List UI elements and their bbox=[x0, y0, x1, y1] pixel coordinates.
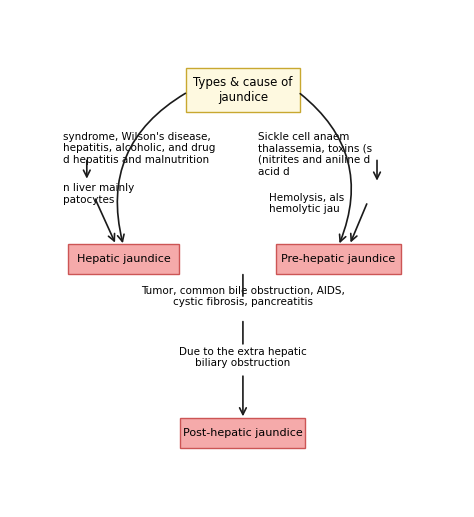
FancyBboxPatch shape bbox=[181, 418, 305, 448]
Text: n liver mainly
patocytes: n liver mainly patocytes bbox=[63, 184, 134, 205]
FancyArrowPatch shape bbox=[239, 376, 246, 415]
FancyBboxPatch shape bbox=[68, 244, 179, 274]
FancyArrowPatch shape bbox=[83, 160, 90, 177]
FancyArrowPatch shape bbox=[117, 93, 185, 241]
Text: Types & cause of
jaundice: Types & cause of jaundice bbox=[193, 76, 292, 104]
FancyArrowPatch shape bbox=[95, 199, 115, 241]
Text: Sickle cell anaem
thalassemia, toxins (s
(nitrites and aniline d
acid d: Sickle cell anaem thalassemia, toxins (s… bbox=[258, 132, 372, 176]
FancyBboxPatch shape bbox=[186, 68, 300, 112]
Text: Post-hepatic jaundice: Post-hepatic jaundice bbox=[183, 428, 303, 438]
Text: Tumor, common bile obstruction, AIDS,
cystic fibrosis, pancreatitis: Tumor, common bile obstruction, AIDS, cy… bbox=[141, 286, 345, 308]
Text: Hepatic jaundice: Hepatic jaundice bbox=[77, 254, 171, 264]
FancyArrowPatch shape bbox=[374, 160, 380, 179]
Text: Due to the extra hepatic
biliary obstruction: Due to the extra hepatic biliary obstruc… bbox=[179, 347, 307, 368]
Text: syndrome, Wilson's disease,
hepatitis, alcoholic, and drug
d hepatitis and malnu: syndrome, Wilson's disease, hepatitis, a… bbox=[63, 132, 215, 165]
Text: Pre-hepatic jaundice: Pre-hepatic jaundice bbox=[281, 254, 396, 264]
Text: Hemolysis, als
hemolytic jau: Hemolysis, als hemolytic jau bbox=[269, 193, 344, 214]
FancyArrowPatch shape bbox=[300, 94, 351, 241]
FancyArrowPatch shape bbox=[351, 204, 367, 241]
FancyBboxPatch shape bbox=[276, 244, 401, 274]
